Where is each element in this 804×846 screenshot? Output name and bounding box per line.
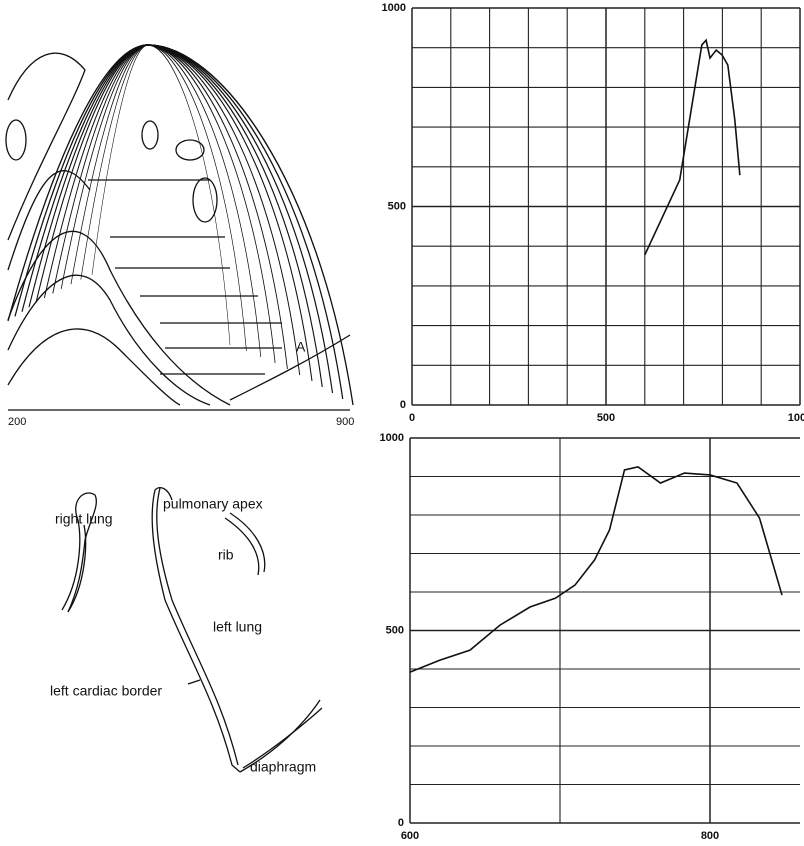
- label: rib: [218, 547, 234, 563]
- y-tick-label: 500: [386, 624, 404, 636]
- x-tick-label: 600: [401, 830, 419, 842]
- y-tick-label: 0: [400, 399, 406, 411]
- y-tick-label: 0: [398, 817, 404, 829]
- label: right lung: [55, 511, 113, 527]
- data-line: [644, 38, 741, 256]
- y-tick-label: 1000: [380, 432, 404, 444]
- x-tick-label: 500: [597, 412, 615, 424]
- data-line: [409, 466, 783, 673]
- y-tick-label: 1000: [382, 2, 406, 14]
- contour-map: [5, 44, 354, 411]
- x-tick-label: 0: [409, 412, 415, 424]
- label: left lung: [213, 619, 262, 635]
- x-tick-label: 1000: [788, 412, 804, 424]
- label: left cardiac border: [50, 683, 162, 699]
- label: diaphragm: [250, 759, 316, 775]
- x-tick-label: 800: [701, 830, 719, 842]
- label: pulmonary apex: [163, 496, 263, 512]
- x-tick-label: 900: [336, 416, 354, 428]
- y-tick-label: 500: [388, 200, 406, 212]
- x-tick-label: 200: [8, 416, 26, 428]
- anatomy-outline: [61, 487, 323, 773]
- marker-label: A: [296, 339, 306, 355]
